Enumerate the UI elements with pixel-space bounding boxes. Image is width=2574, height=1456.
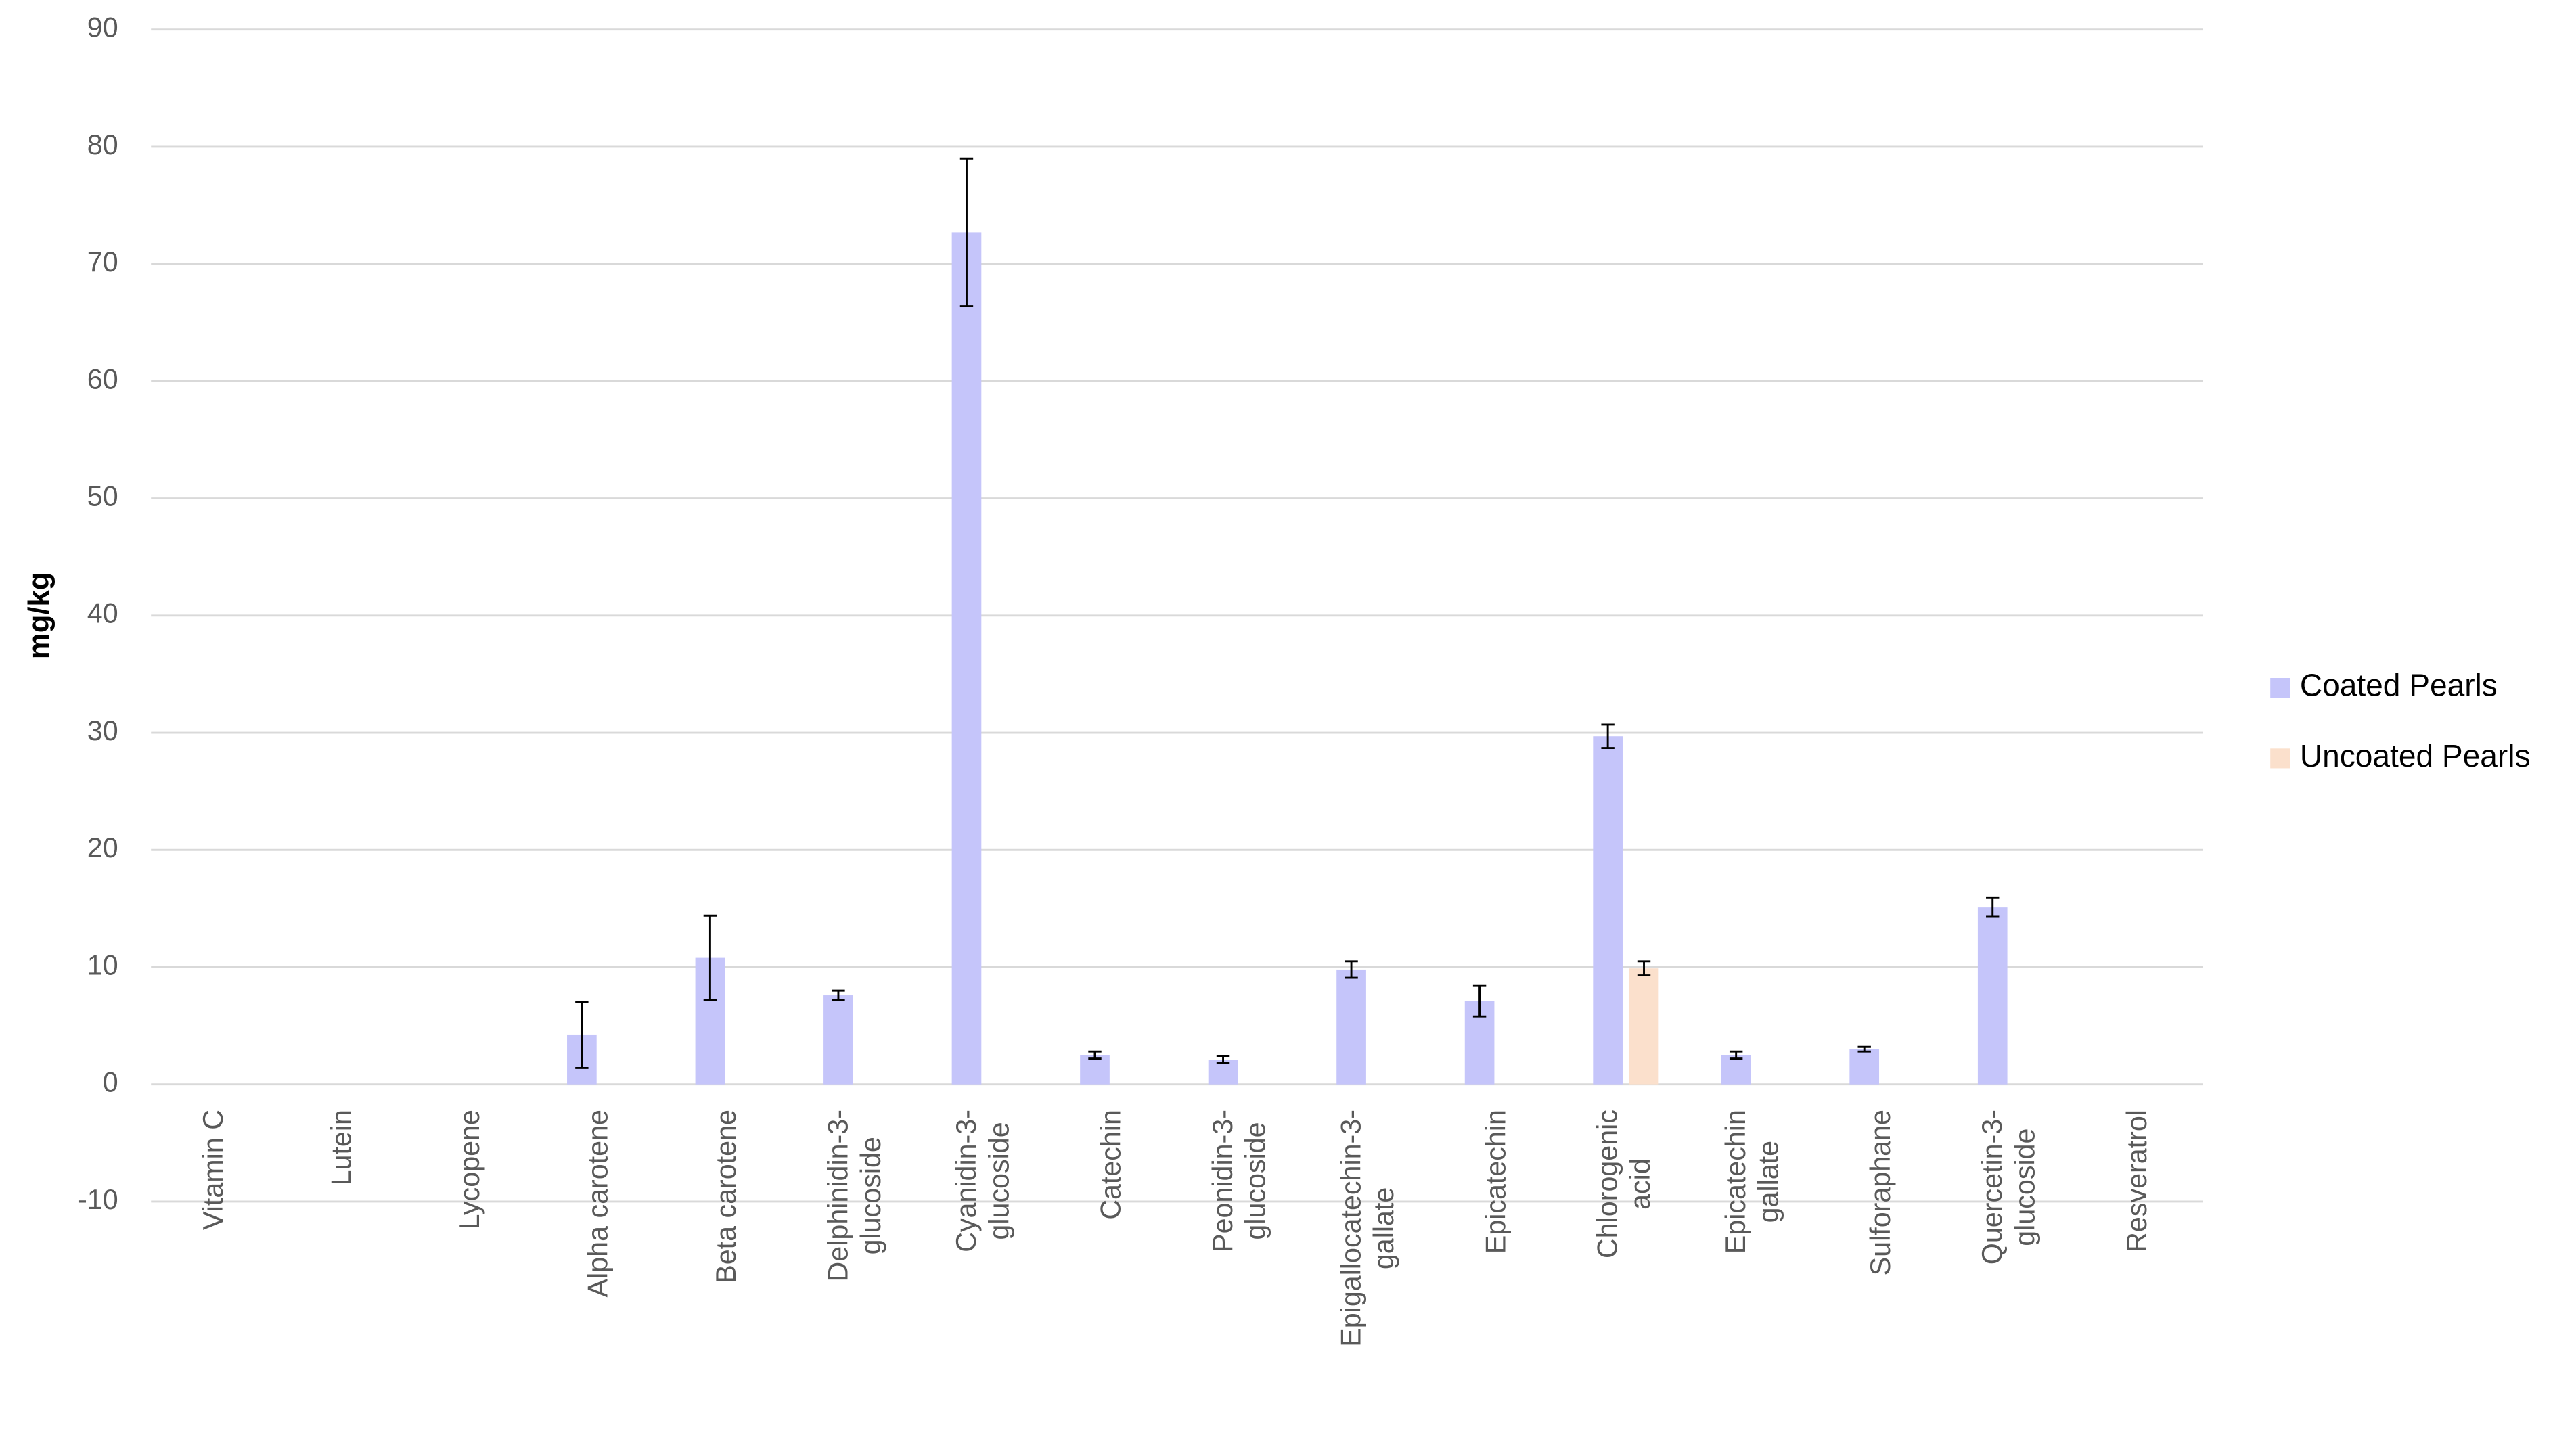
bar: [1721, 1055, 1751, 1085]
y-tick-label: 0: [103, 1067, 118, 1098]
x-tick-label: Lycopene: [454, 1110, 485, 1229]
legend-label: Uncoated Pearls: [2300, 738, 2531, 773]
y-tick-label: 40: [87, 598, 118, 629]
bar: [1080, 1055, 1110, 1085]
x-tick-label-group: Epigallocatechin-3- gallate: [1335, 1110, 1399, 1347]
x-tick-label-group: Vitamin C: [198, 1110, 229, 1230]
x-tick-label-group: Quercetin-3- glucoside: [1977, 1110, 2041, 1265]
x-tick-label-group: Cyanidin-3- glucoside: [951, 1110, 1015, 1252]
x-tick-label: Catechin: [1096, 1110, 1127, 1220]
y-tick-label: 20: [87, 832, 118, 863]
bar: [951, 232, 982, 1085]
x-tick-label-group: Epicatechin: [1480, 1110, 1511, 1254]
x-tick-label-group: Sulforaphane: [1865, 1110, 1896, 1275]
x-tick-label: Delphinidin-3- glucoside: [822, 1110, 886, 1281]
bar: [1629, 968, 1659, 1085]
bar: [1336, 969, 1366, 1085]
x-tick-label: Epicatechin gallate: [1720, 1110, 1784, 1254]
bar: [1593, 736, 1623, 1085]
x-tick-label-group: Alpha carotene: [582, 1110, 613, 1297]
bar: [1977, 907, 2008, 1085]
y-tick-label: 50: [87, 480, 118, 511]
x-tick-label-group: Lycopene: [454, 1110, 485, 1229]
x-tick-label-group: Catechin: [1096, 1110, 1127, 1220]
y-tick-label: 70: [87, 246, 118, 277]
y-tick-label: 10: [87, 949, 118, 980]
y-tick-label: -10: [78, 1184, 118, 1215]
x-tick-label: Chlorogenic acid: [1591, 1110, 1656, 1258]
bar: [823, 995, 853, 1085]
y-axis-title: mg/kg: [22, 572, 55, 660]
x-tick-label: Lutein: [325, 1110, 357, 1185]
legend-swatch: [2270, 748, 2290, 769]
y-tick-label: 90: [87, 12, 118, 43]
x-tick-label: Cyanidin-3- glucoside: [951, 1110, 1015, 1252]
legend-label: Coated Pearls: [2300, 668, 2498, 703]
x-tick-label: Resveratrol: [2121, 1110, 2152, 1252]
x-tick-label: Beta carotene: [710, 1110, 742, 1283]
x-tick-label: Epicatechin: [1480, 1110, 1511, 1254]
x-tick-label-group: Resveratrol: [2121, 1110, 2152, 1252]
x-tick-label: Alpha carotene: [582, 1110, 613, 1297]
x-tick-label-group: Delphinidin-3- glucoside: [822, 1110, 886, 1281]
x-tick-label: Quercetin-3- glucoside: [1977, 1110, 2041, 1265]
x-tick-label-group: Peonidin-3- glucoside: [1207, 1110, 1271, 1252]
y-tick-label: 60: [87, 363, 118, 394]
x-tick-label: Peonidin-3- glucoside: [1207, 1110, 1271, 1252]
bar: [1849, 1049, 1880, 1085]
y-tick-label: 80: [87, 129, 118, 160]
x-tick-label: Vitamin C: [198, 1110, 229, 1230]
x-tick-label: Sulforaphane: [1865, 1110, 1896, 1275]
y-tick-label: 30: [87, 715, 118, 746]
legend-swatch: [2270, 678, 2290, 698]
x-tick-label: Epigallocatechin-3- gallate: [1335, 1110, 1399, 1347]
x-tick-label-group: Beta carotene: [710, 1110, 742, 1283]
x-tick-label-group: Chlorogenic acid: [1591, 1110, 1656, 1258]
x-tick-label-group: Epicatechin gallate: [1720, 1110, 1784, 1254]
x-tick-label-group: Lutein: [325, 1110, 357, 1185]
